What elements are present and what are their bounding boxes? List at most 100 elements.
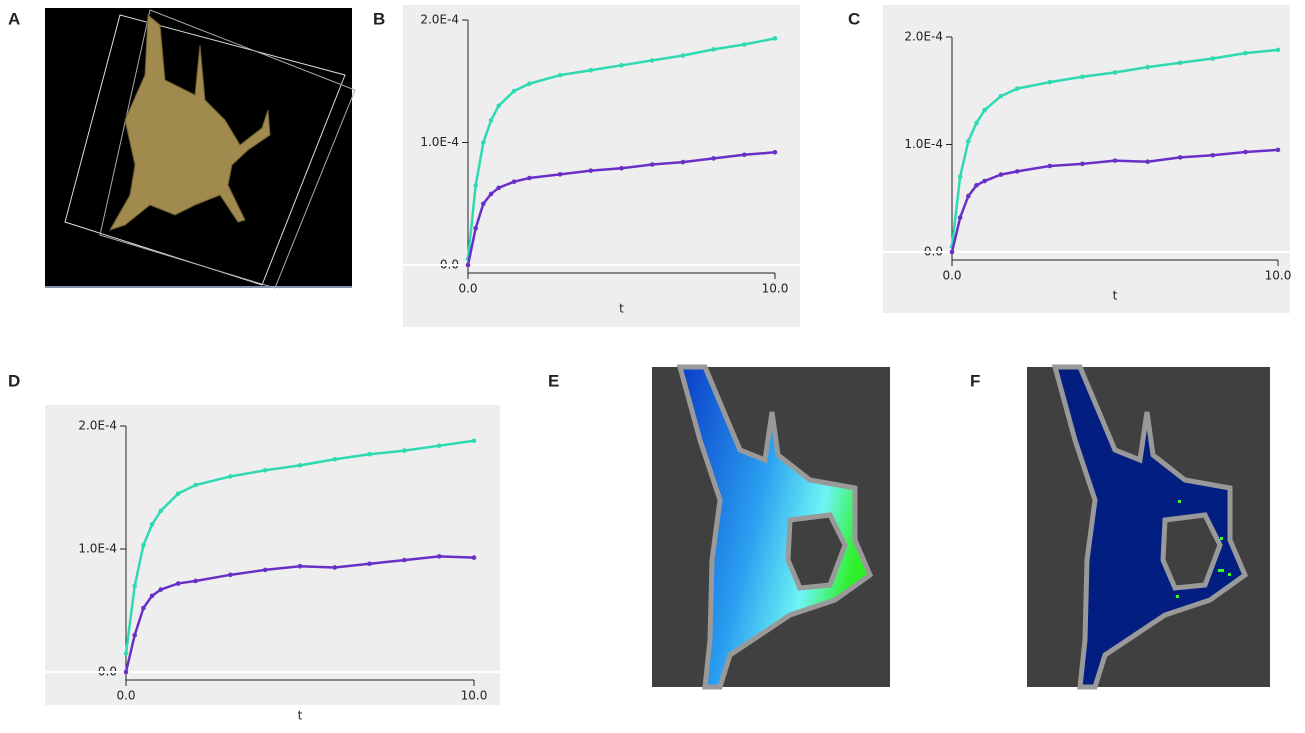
x-tick-label: 0.0 [116,689,135,703]
data-point [228,474,233,479]
data-point [193,578,198,584]
y-tick-label: 1.0E-4 [904,137,943,151]
data-point [1145,159,1150,164]
data-point [367,561,372,567]
data-point [132,632,137,638]
data-point [619,63,624,68]
data-point [649,58,655,63]
data-point [982,178,987,184]
data-point [1210,56,1216,61]
data-point [367,451,372,457]
y-tick-label: 2.0E-4 [420,13,459,27]
data-point [1047,79,1053,85]
x-tick-label: 10.0 [1265,269,1292,283]
x-axis-label: t [1113,289,1118,303]
plot-background [45,405,500,705]
data-point [649,162,655,167]
y-tick-label: 1.0E-4 [78,542,117,556]
data-point [772,150,778,155]
plot-background [403,5,800,327]
data-point [1047,163,1053,169]
data-point [711,47,716,52]
data-point [966,193,971,199]
data-point [297,463,303,468]
data-point [1243,50,1248,56]
data-point [557,72,563,78]
data-point [957,215,963,220]
x-axis-label: t [298,709,303,723]
data-point [481,201,486,207]
data-point [1014,86,1020,91]
data-point [436,443,442,448]
data-point [496,103,502,109]
data-point [496,185,502,191]
data-point [297,563,303,569]
data-point [436,554,442,559]
x-tick-label: 10.0 [762,282,789,296]
data-point [711,156,716,161]
data-point [1112,70,1118,75]
data-point [141,605,146,611]
data-point [262,467,268,473]
data-point [473,183,478,188]
x-tick-label: 0.0 [458,282,477,296]
data-point [488,191,494,197]
data-point [402,557,407,563]
data-point [123,669,129,675]
x-axis-label: t [619,302,624,316]
data-point [511,88,517,94]
data-point [998,172,1004,177]
x-tick-label: 0.0 [942,269,961,283]
data-point [772,36,778,41]
data-point [680,53,686,58]
data-point [123,651,129,656]
data-point [1177,155,1183,160]
data-point [527,81,532,86]
data-point [1210,152,1216,158]
data-point [557,172,563,177]
data-point [957,174,963,180]
data-point [332,456,338,462]
data-point [193,482,198,488]
data-point [1275,47,1281,53]
data-point [680,159,686,165]
data-point [619,165,624,171]
data-point [175,491,181,496]
concentration-map [652,364,890,690]
data-point [588,67,594,73]
data-point [175,581,181,586]
panel-label: C [848,9,860,28]
data-point [465,262,471,268]
data-point [1145,64,1150,70]
y-tick-label: 2.0E-4 [904,30,943,44]
data-point [158,587,164,592]
data-point [966,138,971,144]
data-point [481,140,486,145]
y-tick-label: 1.0E-4 [420,135,459,149]
x-tick-label: 10.0 [461,689,488,703]
data-point [1177,60,1183,66]
data-point [982,107,987,113]
data-point [471,555,477,560]
data-point [1014,169,1020,174]
data-point [158,508,164,514]
data-point [488,118,494,123]
panel-label: A [8,9,20,28]
panel-label: F [970,371,980,390]
render-3d [45,8,356,289]
data-point [527,175,532,181]
data-point [742,152,747,158]
data-point [149,522,155,527]
data-point [1080,161,1085,167]
data-point [1080,74,1085,80]
data-point [974,183,979,188]
panel-label: D [8,371,20,390]
y-tick-label: 2.0E-4 [78,419,117,433]
data-point [511,179,517,184]
data-point [141,543,146,548]
data-point [998,93,1004,99]
data-point [1275,147,1281,153]
data-point [228,572,233,578]
data-point [262,567,268,573]
data-point [471,438,477,444]
